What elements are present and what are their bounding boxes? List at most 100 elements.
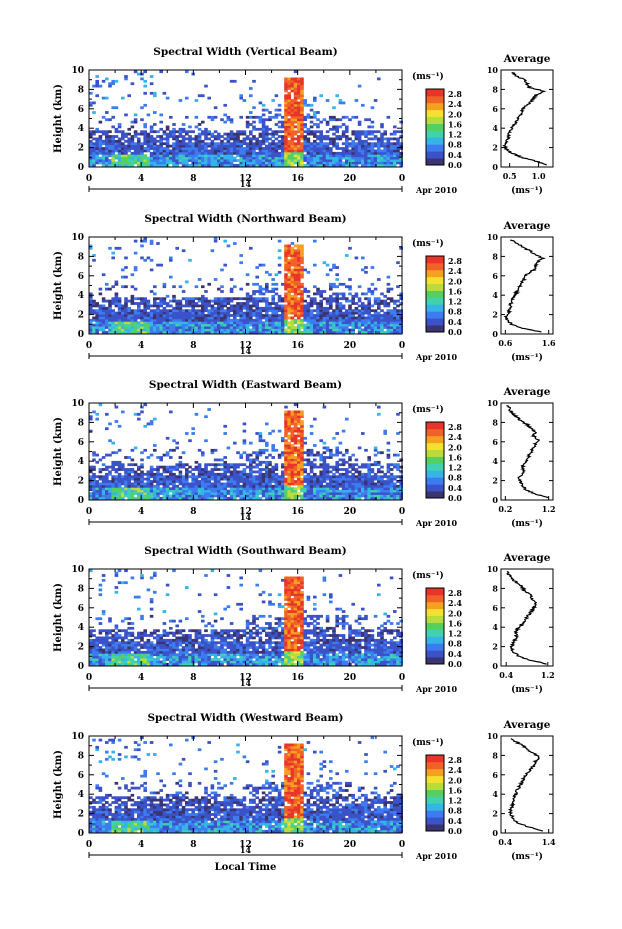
heatmap-cell [233,132,237,136]
heatmap-cell [281,330,285,334]
heatmap-cell [284,268,288,272]
heatmap-cell [354,484,359,488]
heatmap-cell [89,163,93,167]
heatmap-cell [287,135,291,138]
heatmap-cell [143,306,147,310]
heatmap-cell [162,130,167,134]
heatmap-cell [137,330,141,334]
heatmap-cell [293,120,298,124]
heatmap-cell [325,142,330,146]
heatmap-cell [185,311,189,315]
heatmap-cell [159,299,163,303]
heatmap-cell [146,311,151,315]
heatmap-cell [265,321,269,325]
heatmap-cell [245,475,250,479]
heatmap-cell [290,482,295,486]
heatmap-cell [284,132,288,136]
heatmap-cell [105,472,109,476]
heatmap-cell [95,480,99,483]
heatmap-cell [194,492,199,495]
heatmap-cell [265,159,269,162]
heatmap-cell [98,477,103,481]
heatmap-cell [303,489,307,493]
heatmap-cell [284,294,288,298]
heatmap-cell [293,275,298,279]
heatmap-cell [373,314,378,317]
heatmap-cell [284,273,288,277]
heatmap-cell [265,460,269,464]
heatmap-cell [348,458,352,462]
heatmap-cell [233,321,237,325]
heatmap-cell [306,115,311,119]
heatmap-cell [380,137,384,141]
heatmap-cell [383,156,387,160]
heatmap-cell [386,330,391,334]
heatmap-cell [236,463,240,467]
heatmap-cell [172,496,176,500]
heatmap-cell [293,451,298,455]
heatmap-cell [322,151,327,155]
heatmap-cell [121,309,125,313]
heatmap-cell [316,318,320,322]
heatmap-cell [319,328,323,332]
heatmap-cell [341,468,346,471]
heatmap-cell [313,318,317,322]
heatmap-cell [274,282,279,286]
heatmap-cell [210,321,215,325]
heatmap-cell [249,460,253,464]
heatmap-cell [229,147,234,150]
heatmap-cell [274,309,279,313]
heatmap-cell [281,439,285,443]
heatmap-cell [287,77,291,81]
heatmap-cell [226,446,231,450]
heatmap-cell [149,142,154,146]
heatmap-cell [290,142,295,146]
heatmap-cell [146,163,151,167]
heatmap-cell [162,477,167,481]
heatmap-cell [367,163,371,167]
heatmap-cell [348,475,352,479]
heatmap-cell [249,149,253,153]
heatmap-cell [111,492,115,495]
heatmap-cell [297,151,301,155]
heatmap-cell [361,161,365,165]
heatmap-cell [156,242,160,245]
x-tick-label: 20 [344,174,357,184]
heatmap-cell [393,137,397,141]
heatmap-cell [377,330,381,334]
heatmap-cell [178,139,183,143]
heatmap-cell [130,151,135,155]
heatmap-cell [108,161,112,165]
heatmap-cell [213,468,218,471]
heatmap-cell [108,163,112,167]
heatmap-cell [284,115,288,119]
heatmap-cell [165,480,170,483]
heatmap-cell [396,304,400,308]
heatmap-cell [245,123,250,126]
heatmap-cell [191,427,195,431]
heatmap-cell [396,142,400,146]
heatmap-cell [271,282,275,286]
heatmap-cell [281,316,285,320]
heatmap-cell [197,297,202,301]
heatmap-cell [220,328,224,332]
heatmap-cell [313,484,317,488]
heatmap-cell [210,472,215,476]
heatmap-cell [143,326,147,329]
heatmap-cell [393,159,397,162]
heatmap-cell [130,321,135,325]
heatmap-cell [367,311,371,315]
heatmap-cell [271,487,275,491]
heatmap-cell [300,460,304,464]
heatmap-cell [332,163,336,167]
heatmap-cell [329,480,333,483]
heatmap-cell [261,118,266,122]
heatmap-cell [181,484,186,488]
heatmap-cell [146,328,151,332]
heatmap-cell [284,429,288,433]
heatmap-cell [281,156,285,160]
heatmap-cell [370,494,375,498]
heatmap-cell [271,156,275,160]
heatmap-cell [373,477,378,481]
heatmap-cell [271,484,275,488]
